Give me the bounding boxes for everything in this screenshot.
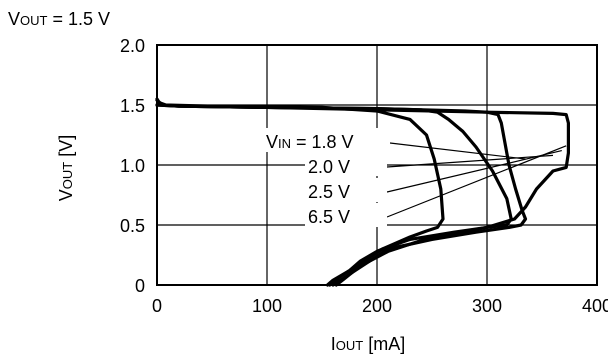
x-tick-label: 0 (152, 296, 162, 316)
curve-label-bg-1 (262, 128, 390, 152)
y-tick-label: 1.0 (120, 156, 145, 176)
vin-prefix-rest: = (291, 132, 312, 152)
curve-label-bg-2 (305, 152, 387, 176)
curve-label-1-8v: VIN = 1.8 V (266, 132, 354, 152)
y-tick-label: 2.0 (120, 36, 145, 56)
chart-title-main: V (8, 9, 20, 29)
x-axis-label-main: I (331, 334, 336, 354)
chart-title-rest: = 1.5 V (47, 9, 110, 29)
y-tick-label: 1.5 (120, 96, 145, 116)
plot-frame (156, 44, 598, 286)
y-tick-label: 0.5 (120, 216, 145, 236)
series-line-3 (155, 103, 570, 287)
label-leader-line (389, 142, 526, 160)
x-tick-label: 400 (582, 296, 608, 316)
curve-label-2-5v: 2.5 V (308, 182, 350, 202)
label-leader-line (386, 145, 567, 218)
vin-prefix-main: V (266, 132, 278, 152)
series-line-0 (155, 97, 445, 287)
x-tick-label: 100 (252, 296, 282, 316)
y-axis-label: VOUT [V] (56, 135, 76, 201)
vin-prefix-sub: IN (278, 136, 291, 151)
chart-title-sub: OUT (20, 13, 48, 28)
x-axis-label: IOUT [mA] (331, 334, 405, 354)
y-axis-label-main: V (56, 189, 76, 201)
y-tick-label: 0 (135, 276, 145, 296)
x-tick-label: 200 (362, 296, 392, 316)
curve-label-bg-4 (305, 203, 387, 227)
label-leader-line (386, 150, 562, 193)
x-axis-label-rest: [mA] (363, 334, 405, 354)
curve-label-1-8v-value: 1.8 V (312, 132, 354, 152)
label-leader-line (386, 154, 554, 168)
x-tick-label: 300 (472, 296, 502, 316)
curve-label-6-5v: 6.5 V (308, 207, 350, 227)
y-axis-label-rest: [V] (56, 135, 76, 162)
y-axis-label-sub: OUT (60, 162, 75, 190)
curve-label-bg-3 (305, 178, 387, 202)
curve-label-2-0v: 2.0 V (308, 157, 350, 177)
x-axis-label-sub: OUT (336, 338, 364, 353)
chart-title: VOUT = 1.5 V (8, 9, 110, 29)
